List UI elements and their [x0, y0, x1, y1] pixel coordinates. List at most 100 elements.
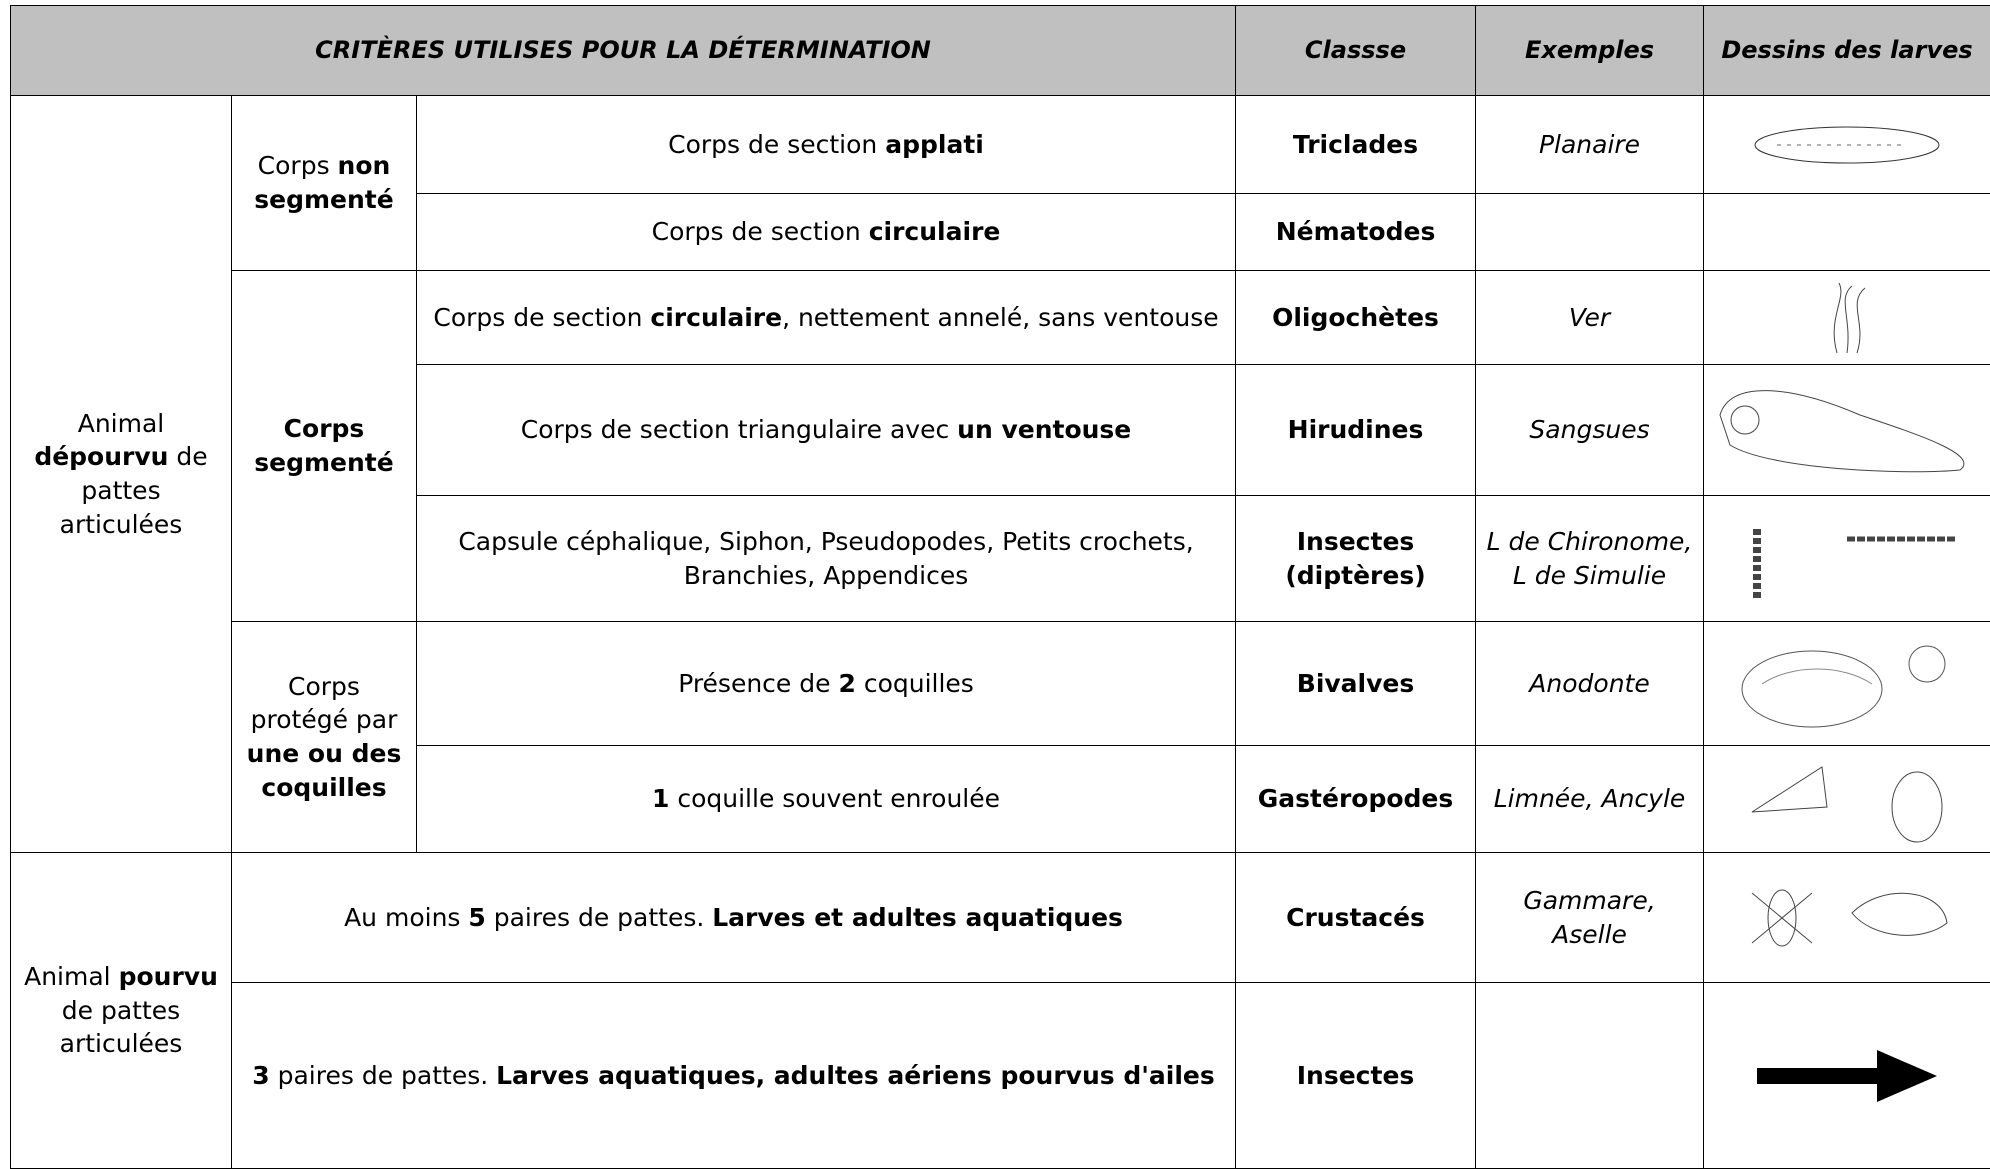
text-run: Limnée, Ancyle — [1494, 784, 1686, 813]
drawing-cell — [1704, 746, 1990, 853]
text-run: dépourvu — [34, 442, 168, 471]
text-run: de pattes articulées — [60, 996, 183, 1059]
text-run: 1 — [652, 784, 669, 813]
drawing-cell — [1704, 983, 1990, 1169]
criteria-cell: 1 coquille souvent enroulée — [417, 746, 1236, 853]
header-cell: Dessins des larves — [1704, 6, 1990, 96]
text-run: Bivalves — [1297, 669, 1415, 698]
text-run: Corps de section — [433, 303, 650, 332]
exemples-cell — [1476, 983, 1704, 1169]
larva-drawing — [1732, 863, 1962, 973]
classe-cell: Hirudines — [1236, 365, 1476, 496]
text-run: Planaire — [1539, 130, 1640, 159]
text-run: Corps protégé par — [251, 672, 398, 735]
exemples-cell: Gammare, Aselle — [1476, 853, 1704, 983]
text-run: Triclades — [1293, 130, 1418, 159]
criteria-cell: Corps de section circulaire, nettement a… — [417, 271, 1236, 365]
text-run: Corps segmenté — [254, 414, 393, 477]
larva-drawing — [1732, 752, 1962, 847]
animal-cell: Animal pourvu de pattes articulées — [11, 853, 232, 1169]
animal-cell: Animal dépourvu de pattes articulées — [11, 96, 232, 853]
text-run: paires de pattes. — [270, 1061, 496, 1090]
text-run: une ou des coquilles — [247, 739, 402, 802]
text-run: Oligochètes — [1272, 303, 1439, 332]
criteria-cell: Au moins 5 paires de pattes. Larves et a… — [232, 853, 1236, 983]
criteria-cell: Corps de section circulaire — [417, 194, 1236, 271]
text-run: Corps de section — [668, 130, 885, 159]
text-run: 5 — [468, 903, 485, 932]
text-run: circulaire — [869, 217, 1001, 246]
text-run: Corps — [258, 151, 338, 180]
text-run: coquille souvent enroulée — [669, 784, 1000, 813]
classe-cell: Gastéropodes — [1236, 746, 1476, 853]
text-run: Crustacés — [1286, 903, 1425, 932]
text-run: Hirudines — [1288, 415, 1424, 444]
criteria-cell: Capsule céphalique, Siphon, Pseudopodes,… — [417, 496, 1236, 622]
criteria-cell: 3 paires de pattes. Larves aquatiques, a… — [232, 983, 1236, 1169]
text-run: Ver — [1569, 303, 1610, 332]
exemples-cell: Limnée, Ancyle — [1476, 746, 1704, 853]
text-run: pourvu — [119, 962, 218, 991]
header-row: CRITÈRES UTILISES POUR LA DÉTERMINATION … — [11, 6, 1990, 96]
classe-cell: Insectes — [1236, 983, 1476, 1169]
corps-cell: Corps protégé par une ou des coquilles — [232, 622, 417, 853]
text-run: Corps de section triangulaire avec — [521, 415, 957, 444]
text-run: Présence de — [678, 669, 838, 698]
text-run: Corps de section — [652, 217, 869, 246]
text-run: Insectes (diptères) — [1285, 527, 1425, 590]
classe-cell: Nématodes — [1236, 194, 1476, 271]
classe-cell: Oligochètes — [1236, 271, 1476, 365]
text-run: 2 — [838, 669, 855, 698]
exemples-cell: Planaire — [1476, 96, 1704, 194]
classe-cell: Triclades — [1236, 96, 1476, 194]
text-run: L de Chironome, L de Simulie — [1487, 527, 1693, 590]
text-run: paires de pattes. — [486, 903, 712, 932]
drawing-cell — [1704, 271, 1990, 365]
drawing-cell — [1704, 496, 1990, 622]
criteria-cell: Corps de section applati — [417, 96, 1236, 194]
larva-drawing — [1747, 1046, 1947, 1106]
drawing-cell — [1704, 96, 1990, 194]
text-run: 3 — [252, 1061, 269, 1090]
header-cell: Exemples — [1476, 6, 1704, 96]
text-run: coquilles — [856, 669, 974, 698]
header-cell: CRITÈRES UTILISES POUR LA DÉTERMINATION — [11, 6, 1236, 96]
text-run: Larves et adultes aquatiques — [712, 903, 1123, 932]
text-run: Capsule céphalique, Siphon, Pseudopodes,… — [458, 527, 1193, 590]
exemples-cell: Anodonte — [1476, 622, 1704, 746]
classe-cell: Insectes (diptères) — [1236, 496, 1476, 622]
corps-cell: Corps non segmenté — [232, 96, 417, 271]
text-run: circulaire — [650, 303, 782, 332]
larva-drawing — [1710, 375, 1990, 485]
text-run: Larves aquatiques, adultes aériens pourv… — [496, 1061, 1215, 1090]
classe-cell: Bivalves — [1236, 622, 1476, 746]
exemples-cell: L de Chironome, L de Simulie — [1476, 496, 1704, 622]
text-run: Animal — [24, 962, 118, 991]
text-run: Gammare, Aselle — [1523, 886, 1655, 949]
text-run: Sangsues — [1529, 415, 1649, 444]
text-run: Anodonte — [1529, 669, 1649, 698]
corps-cell: Corps segmenté — [232, 271, 417, 622]
drawing-cell — [1704, 194, 1990, 271]
larva-drawing — [1732, 634, 1962, 734]
table-row: 3 paires de pattes. Larves aquatiques, a… — [11, 983, 1990, 1169]
text-run: Nématodes — [1276, 217, 1436, 246]
larva-drawing — [1717, 509, 1977, 609]
exemples-cell: Ver — [1476, 271, 1704, 365]
text-run: , nettement annelé, sans ventouse — [782, 303, 1219, 332]
drawing-cell — [1704, 365, 1990, 496]
header-cell: Classse — [1236, 6, 1476, 96]
larva-drawing — [1817, 278, 1877, 358]
drawing-cell — [1704, 622, 1990, 746]
classe-cell: Crustacés — [1236, 853, 1476, 983]
text-run: Insectes — [1297, 1061, 1415, 1090]
text-run: un ventouse — [957, 415, 1131, 444]
criteria-cell: Présence de 2 coquilles — [417, 622, 1236, 746]
text-run: Gastéropodes — [1258, 784, 1453, 813]
